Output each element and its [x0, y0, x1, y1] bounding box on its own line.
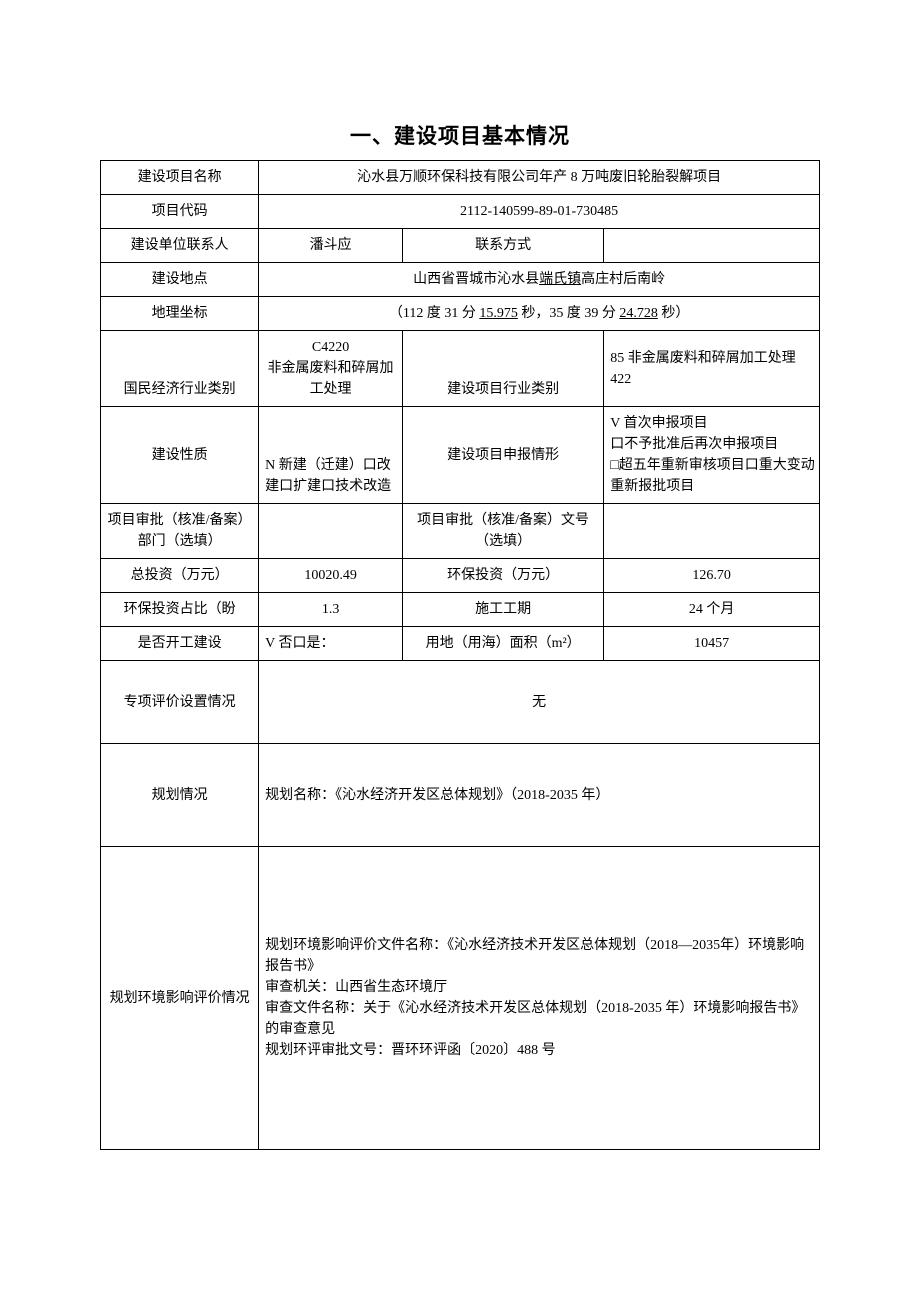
label-coord: 地理坐标 [101, 297, 259, 331]
value-industry: 85 非金属废料和碎屑加工处理 422 [604, 331, 820, 407]
value-env-invest: 126.70 [604, 559, 820, 593]
value-contact-way [604, 229, 820, 263]
label-duration: 施工工期 [402, 593, 603, 627]
label-approval-dept: 项目审批（核准/备案）部门（选填） [101, 504, 259, 559]
label-special-eval: 专项评价设置情况 [101, 661, 259, 744]
value-nature: N 新建（迁建）口改建口扩建口技术改造 [259, 407, 403, 504]
label-project-code: 项目代码 [101, 195, 259, 229]
value-started: V 否口是： [259, 627, 403, 661]
table-row: 地理坐标 （112 度 31 分 15.975 秒，35 度 39 分 24.7… [101, 297, 820, 331]
table-row: 国民经济行业类别 C4220 非金属废料和碎屑加工处理 建设项目行业类别 85 … [101, 331, 820, 407]
label-contact: 建设单位联系人 [101, 229, 259, 263]
table-row: 规划环境影响评价情况 规划环境影响评价文件名称：《沁水经济技术开发区总体规划（2… [101, 847, 820, 1150]
value-duration: 24 个月 [604, 593, 820, 627]
value-approval-no [604, 504, 820, 559]
value-total-invest: 10020.49 [259, 559, 403, 593]
label-industry: 建设项目行业类别 [402, 331, 603, 407]
value-project-name: 沁水县万顺环保科技有限公司年产 8 万吨废旧轮胎裂解项目 [259, 161, 820, 195]
table-row: 建设单位联系人 潘斗应 联系方式 [101, 229, 820, 263]
label-declare: 建设项目申报情形 [402, 407, 603, 504]
table-row: 总投资（万元） 10020.49 环保投资（万元） 126.70 [101, 559, 820, 593]
project-info-table: 建设项目名称 沁水县万顺环保科技有限公司年产 8 万吨废旧轮胎裂解项目 项目代码… [100, 160, 820, 1150]
value-eia: 规划环境影响评价文件名称：《沁水经济技术开发区总体规划（2018—2035年）环… [259, 847, 820, 1150]
section-title: 一、建设项目基本情况 [100, 120, 820, 150]
coord-mid: 秒，35 度 39 分 [518, 306, 620, 321]
value-declare: V 首次申报项目 口不予批准后再次申报项目 □超五年重新审核项目口重大变动重新报… [604, 407, 820, 504]
table-row: 环保投资占比（盼 1.3 施工工期 24 个月 [101, 593, 820, 627]
location-town: 端氏镇 [539, 272, 581, 287]
location-prefix: 山西省晋城市沁水县 [413, 272, 539, 287]
value-land: 10457 [604, 627, 820, 661]
coord-lon-prefix: （112 度 31 分 [389, 306, 479, 321]
coord-lon-sec: 15.975 [479, 306, 518, 321]
coord-suffix: 秒） [658, 306, 690, 321]
value-project-code: 2112-140599-89-01-730485 [259, 195, 820, 229]
table-row: 专项评价设置情况 无 [101, 661, 820, 744]
label-contact-way: 联系方式 [402, 229, 603, 263]
value-plan: 规划名称：《沁水经济开发区总体规划》（2018-2035 年） [259, 744, 820, 847]
table-row: 是否开工建设 V 否口是： 用地（用海）面积（m²） 10457 [101, 627, 820, 661]
table-row: 建设性质 N 新建（迁建）口改建口扩建口技术改造 建设项目申报情形 V 首次申报… [101, 407, 820, 504]
table-row: 项目审批（核准/备案）部门（选填） 项目审批（核准/备案）文号（选填） [101, 504, 820, 559]
label-land: 用地（用海）面积（m²） [402, 627, 603, 661]
value-special-eval: 无 [259, 661, 820, 744]
label-econ: 国民经济行业类别 [101, 331, 259, 407]
label-nature: 建设性质 [101, 407, 259, 504]
value-approval-dept [259, 504, 403, 559]
value-location: 山西省晋城市沁水县端氏镇高庄村后南岭 [259, 263, 820, 297]
label-started: 是否开工建设 [101, 627, 259, 661]
value-env-ratio: 1.3 [259, 593, 403, 627]
label-eia: 规划环境影响评价情况 [101, 847, 259, 1150]
table-row: 规划情况 规划名称：《沁水经济开发区总体规划》（2018-2035 年） [101, 744, 820, 847]
table-row: 项目代码 2112-140599-89-01-730485 [101, 195, 820, 229]
value-contact-name: 潘斗应 [259, 229, 403, 263]
value-econ: C4220 非金属废料和碎屑加工处理 [259, 331, 403, 407]
label-project-name: 建设项目名称 [101, 161, 259, 195]
label-env-ratio: 环保投资占比（盼 [101, 593, 259, 627]
table-row: 建设地点 山西省晋城市沁水县端氏镇高庄村后南岭 [101, 263, 820, 297]
value-coord: （112 度 31 分 15.975 秒，35 度 39 分 24.728 秒） [259, 297, 820, 331]
label-location: 建设地点 [101, 263, 259, 297]
label-total-invest: 总投资（万元） [101, 559, 259, 593]
table-row: 建设项目名称 沁水县万顺环保科技有限公司年产 8 万吨废旧轮胎裂解项目 [101, 161, 820, 195]
document-page: 一、建设项目基本情况 建设项目名称 沁水县万顺环保科技有限公司年产 8 万吨废旧… [0, 0, 920, 1210]
label-approval-no: 项目审批（核准/备案）文号（选填） [402, 504, 603, 559]
econ-text: 非金属废料和碎屑加工处理 [263, 358, 398, 400]
label-env-invest: 环保投资（万元） [402, 559, 603, 593]
coord-lat-sec: 24.728 [619, 306, 658, 321]
label-plan: 规划情况 [101, 744, 259, 847]
location-village: 高庄村后南岭 [581, 272, 665, 287]
econ-code: C4220 [263, 337, 398, 358]
